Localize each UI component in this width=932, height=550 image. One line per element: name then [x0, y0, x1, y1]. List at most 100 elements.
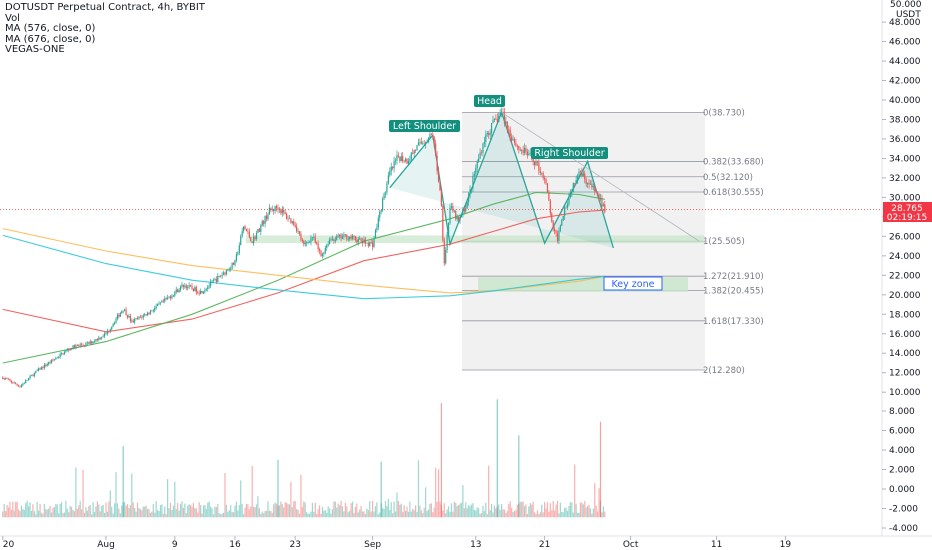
candle-body — [175, 289, 177, 293]
time-tick-label: Sep — [364, 540, 381, 550]
candle-body — [369, 242, 371, 247]
left-shoulder-label-bg — [389, 120, 460, 132]
candle-body — [331, 239, 334, 240]
volume-bar — [101, 505, 103, 518]
candle-body — [146, 312, 149, 316]
volume-bar — [455, 502, 457, 518]
candle-body — [43, 364, 45, 369]
current-price-value: 28.765 — [891, 204, 923, 214]
volume-tick-label: 0.000 — [889, 485, 915, 495]
candle-body — [300, 233, 302, 240]
volume-bar — [131, 473, 133, 518]
candle-body — [85, 343, 87, 346]
candle-body — [314, 236, 316, 243]
volume-bar — [469, 506, 471, 518]
candle-body — [350, 236, 352, 239]
volume-bar — [275, 503, 278, 518]
candle-body — [254, 236, 256, 239]
candle-body — [169, 296, 172, 299]
volume-bar — [228, 510, 230, 518]
trend-lines[interactable] — [0, 112, 882, 242]
volume-bar — [321, 507, 324, 518]
candle-body — [283, 209, 285, 213]
candle-body — [72, 345, 74, 349]
candle-body — [447, 223, 450, 235]
volume-bar — [71, 506, 73, 518]
volume-bar — [326, 512, 328, 518]
legend-vol[interactable]: Vol — [5, 12, 20, 24]
volume-bar — [154, 512, 156, 518]
candle-body — [346, 234, 348, 240]
candle-body — [549, 200, 551, 214]
candle-body — [601, 197, 603, 207]
volume-bar — [75, 467, 77, 518]
legend-ma676[interactable]: MA (676, close, 0) — [5, 33, 96, 45]
volume-bar — [214, 506, 216, 518]
candle-body — [224, 272, 226, 275]
time-tick-label: 13 — [470, 540, 481, 550]
candle-body — [167, 297, 169, 300]
price-tick-label: 38.000 — [889, 115, 921, 125]
candle-body — [598, 193, 600, 200]
volume-bar — [220, 514, 222, 518]
candle-body — [5, 378, 7, 379]
candle-body — [533, 161, 536, 166]
candle-body — [13, 382, 15, 384]
legend-vegas[interactable]: VEGAS-ONE — [5, 44, 65, 55]
volume-bar — [307, 513, 309, 518]
candle-body — [78, 345, 80, 347]
volume-bar — [463, 508, 465, 518]
volume-bar — [588, 504, 590, 518]
volume-bar — [243, 514, 245, 518]
volume-bar — [138, 508, 140, 518]
candle-body — [296, 226, 298, 232]
volume-bar — [52, 507, 54, 518]
candle-body — [450, 206, 453, 208]
volume-bar — [102, 504, 104, 518]
candle-body — [205, 288, 207, 290]
volume-bar — [253, 506, 255, 518]
fib-level-label: 1.272(21.910) — [703, 272, 764, 282]
volume-bar — [208, 501, 210, 518]
head-label: Head — [477, 96, 502, 107]
volume-bar — [145, 505, 147, 518]
volume-bar — [548, 511, 550, 518]
volume-bar — [453, 501, 455, 518]
legend-symbol[interactable]: DOTUSDT Perpetual Contract, 4h, BYBIT — [5, 2, 205, 13]
volume-bar — [356, 503, 358, 518]
volume-bar — [564, 507, 566, 518]
volume-bar — [45, 508, 47, 518]
candle-body — [178, 290, 180, 293]
candle-body — [347, 239, 349, 240]
volume-bar — [561, 511, 563, 518]
candle-body — [93, 341, 96, 342]
candle-body — [149, 310, 152, 314]
price-tick-label: 44.000 — [889, 57, 921, 67]
candle-body — [427, 138, 430, 142]
candle-body — [394, 160, 397, 162]
volume-tick-label: -4.000 — [889, 524, 918, 534]
legend-ma576[interactable]: MA (576, close, 0) — [5, 23, 96, 34]
volume-bar — [522, 501, 524, 518]
candle-body — [171, 295, 173, 299]
candle-body — [268, 207, 270, 215]
candle-body — [220, 275, 222, 277]
candle-body — [410, 152, 412, 160]
volume-bar — [257, 496, 259, 518]
volume-bar — [155, 501, 157, 518]
candle-body — [599, 197, 602, 200]
volume-bar — [495, 508, 497, 518]
volume-bar — [211, 508, 213, 518]
volume-bar — [505, 512, 507, 518]
volume-bar — [93, 511, 96, 518]
volume-bar — [417, 460, 420, 518]
price-tick-label: 22.000 — [889, 271, 921, 281]
volume-bar — [78, 505, 80, 518]
volume-bar — [466, 508, 468, 518]
volume-bar — [531, 504, 533, 518]
trend-line[interactable] — [501, 112, 700, 242]
volume-bar — [476, 507, 478, 518]
volume-bar — [36, 502, 38, 518]
candle-body — [521, 150, 523, 151]
